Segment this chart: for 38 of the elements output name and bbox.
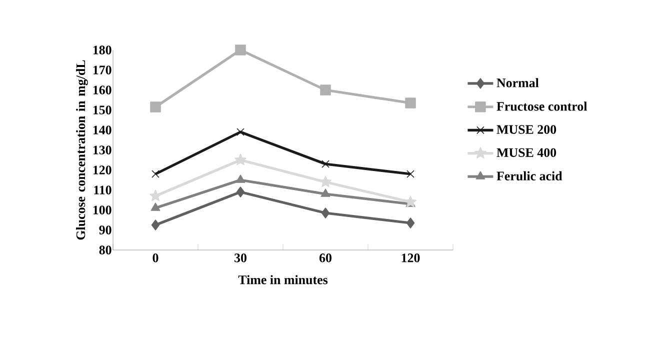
point [236, 186, 245, 198]
point [320, 188, 330, 197]
y-tick-label: 180 [93, 46, 112, 54]
point [235, 44, 246, 56]
legend-label: Ferulic acid [496, 171, 562, 180]
y-tick-label: 80 [99, 246, 112, 254]
point [406, 218, 415, 228]
point [236, 128, 244, 136]
point [151, 220, 160, 230]
y-tick-label: 120 [93, 166, 112, 174]
y-tick-label: 160 [93, 86, 112, 94]
point [150, 202, 160, 211]
x-axis-title: Time in minutes [238, 275, 328, 284]
y-tick-label: 110 [94, 186, 112, 194]
x-tick-label: 120 [402, 254, 420, 262]
y-tick-label: 130 [93, 146, 112, 154]
y-tick-label: 150 [93, 106, 112, 114]
x-tick-label: 60 [319, 254, 332, 262]
legend-label: Fructose control [496, 102, 588, 111]
legend-label: Normal [496, 78, 539, 88]
legend-label: MUSE 400 [496, 148, 556, 157]
y-tick-label: 140 [93, 126, 112, 134]
point [236, 174, 246, 183]
point [321, 208, 330, 218]
point [320, 84, 331, 96]
point [405, 98, 416, 108]
x-tick-label: 0 [152, 254, 158, 262]
y-tick-label: 170 [93, 66, 112, 74]
legend-label: MUSE 200 [496, 125, 556, 134]
y-tick-label: 100 [93, 206, 112, 214]
point [322, 160, 330, 168]
point [234, 154, 247, 166]
x-tick-label: 30 [234, 254, 246, 262]
point [406, 170, 414, 178]
point [150, 102, 161, 112]
point [152, 170, 160, 178]
y-tick-label: 90 [99, 226, 112, 234]
y-axis-title: Glucose concentration in mg/dL [76, 60, 88, 240]
